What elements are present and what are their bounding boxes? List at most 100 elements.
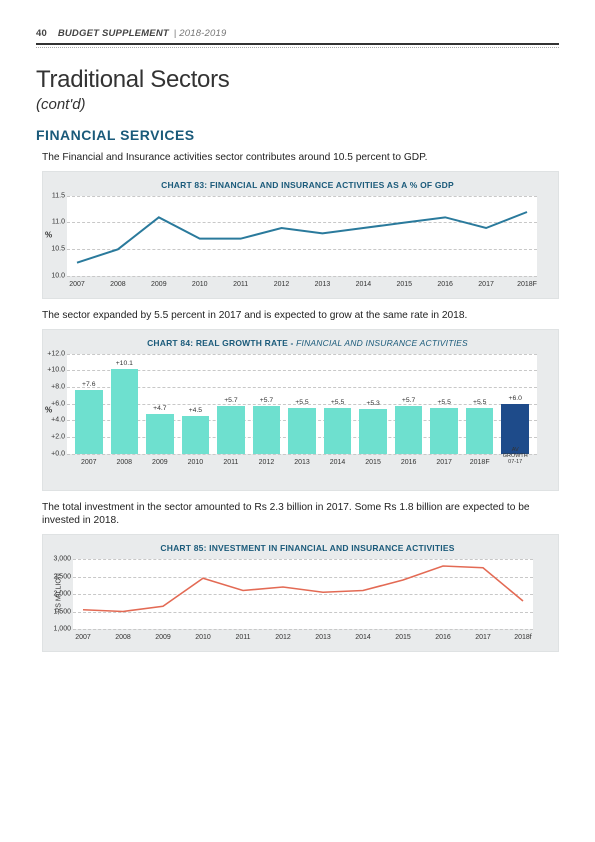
- chart-84-xtick: 2014: [330, 459, 346, 466]
- chart-84-bar-label: +6.0: [509, 395, 522, 402]
- chart-83-xtick: 2017: [478, 281, 494, 288]
- chart-85-xtick: 2015: [395, 634, 411, 641]
- chart-85-xtick: 2014: [355, 634, 371, 641]
- chart-84-bar-label: +5.5: [295, 399, 308, 406]
- chart-84-gridline: [67, 454, 537, 455]
- chart-85-ytick: 3,000: [51, 556, 71, 563]
- chart-84-bar: [501, 404, 529, 454]
- chart-85-line: [73, 559, 533, 629]
- chart-85-ytick: 2,500: [51, 573, 71, 580]
- header-rule-dotted: [36, 47, 559, 48]
- chart-83-xtick: 2015: [396, 281, 412, 288]
- chart-83-ytick: 10.5: [45, 246, 65, 253]
- chart-84-bar: [359, 409, 387, 453]
- contd-label: (cont'd): [36, 96, 559, 113]
- chart-85-xtick: 2017: [475, 634, 491, 641]
- chart-84-ytick: +0.0: [45, 450, 65, 457]
- chart-83-xtick: 2007: [69, 281, 85, 288]
- chart-84-bar-label: +4.5: [189, 407, 202, 414]
- chart-83-plot: 10.010.511.011.5200720082009201020112012…: [67, 196, 537, 276]
- chart-84-bar: [182, 416, 210, 454]
- chart-84-bar-label: +5.5: [437, 399, 450, 406]
- chart-83-line: [67, 196, 537, 276]
- chart-84-bar: [217, 406, 245, 454]
- chart-84-xtick: 2017: [436, 459, 452, 466]
- chart-84-title: CHART 84: REAL GROWTH RATE - FINANCIAL A…: [67, 338, 548, 348]
- chart-83-xtick: 2009: [151, 281, 167, 288]
- chart-83-ylabel: %: [45, 230, 52, 239]
- chart-84-xtick: 2007: [81, 459, 97, 466]
- chart-84-xtick: AVGROWTH07-17: [503, 448, 528, 465]
- chart-85-xtick: 2018f: [514, 634, 532, 641]
- chart-84-xtick: 2013: [294, 459, 310, 466]
- chart-83-title: CHART 83: FINANCIAL AND INSURANCE ACTIVI…: [67, 180, 548, 190]
- chart-84-bar-label: +7.6: [82, 381, 95, 388]
- chart-84-bar-label: +4.7: [153, 405, 166, 412]
- chart-83-xtick: 2011: [233, 281, 248, 288]
- chart-84-bar: [430, 408, 458, 454]
- chart-84-bar-label: +5.7: [402, 397, 415, 404]
- chart-83-gridline: [67, 276, 537, 277]
- chart-84-bar-label: +5.5: [331, 399, 344, 406]
- chart-84-bar-label: +5.7: [260, 397, 273, 404]
- doc-title: BUDGET SUPPLEMENT: [58, 28, 169, 39]
- chart-84-bar-label: +5.3: [366, 400, 379, 407]
- page-number: 40: [36, 28, 47, 39]
- chart-85-xtick: 2009: [155, 634, 171, 641]
- chart-85-plot: 1,0001,5002,0002,5003,000200720082009201…: [73, 559, 533, 629]
- chart-85-xtick: 2013: [315, 634, 331, 641]
- chart-84-ytick: +12.0: [45, 350, 65, 357]
- chart-84-bar-label: +5.7: [224, 397, 237, 404]
- chart-84-xtick: 2010: [188, 459, 204, 466]
- chart-85-box: CHART 85: INVESTMENT IN FINANCIAL AND IN…: [42, 534, 559, 652]
- chart-84-bar-label: +5.5: [473, 399, 486, 406]
- chart-84-bar: [395, 406, 423, 454]
- chart-84-xtick: 2018F: [470, 459, 490, 466]
- chart-84-bar: [111, 369, 139, 453]
- para-1: The Financial and Insurance activities s…: [42, 151, 559, 165]
- chart-83-xtick: 2014: [356, 281, 372, 288]
- chart-85-title: CHART 85: INVESTMENT IN FINANCIAL AND IN…: [67, 543, 548, 553]
- chart-84-bar: [466, 408, 494, 454]
- main-title: Traditional Sectors: [36, 66, 559, 94]
- chart-83-xtick: 2018F: [517, 281, 537, 288]
- header-rule-thick: [36, 43, 559, 45]
- chart-84-bar: [288, 408, 316, 454]
- chart-83-ytick: 10.0: [45, 272, 65, 279]
- doc-year: | 2018-2019: [174, 28, 227, 39]
- chart-85-ytick: 1,500: [51, 608, 71, 615]
- chart-83-ytick: 11.5: [45, 192, 65, 199]
- chart-84-ytick: +6.0: [45, 400, 65, 407]
- section-heading: FINANCIAL SERVICES: [36, 127, 559, 143]
- chart-85-gridline: [73, 629, 533, 630]
- chart-84-xtick: 2015: [365, 459, 381, 466]
- chart-84-bar: [146, 414, 174, 453]
- chart-85-xtick: 2007: [75, 634, 91, 641]
- chart-84-bar-label: +10.1: [116, 360, 133, 367]
- chart-85-xtick: 2010: [195, 634, 211, 641]
- chart-85-xtick: 2008: [115, 634, 131, 641]
- chart-84-title-sub: FINANCIAL AND INSURANCE ACTIVITIES: [296, 338, 468, 348]
- chart-84-ytick: +4.0: [45, 417, 65, 424]
- chart-83-box: CHART 83: FINANCIAL AND INSURANCE ACTIVI…: [42, 171, 559, 299]
- chart-84-xtick: 2008: [117, 459, 133, 466]
- chart-84-bar: [324, 408, 352, 454]
- chart-84-xtick: 2012: [259, 459, 275, 466]
- chart-84-ytick: +8.0: [45, 383, 65, 390]
- chart-85-xtick: 2011: [235, 634, 250, 641]
- chart-84-box: CHART 84: REAL GROWTH RATE - FINANCIAL A…: [42, 329, 559, 491]
- chart-84-gridline: [67, 354, 537, 355]
- chart-84-bar: [75, 390, 103, 453]
- chart-83-xtick: 2016: [437, 281, 453, 288]
- chart-83-xtick: 2013: [315, 281, 331, 288]
- chart-84-bar: [253, 406, 281, 454]
- chart-84-xtick: 2016: [401, 459, 417, 466]
- chart-84-title-main: CHART 84: REAL GROWTH RATE -: [147, 338, 296, 348]
- chart-84-xtick: 2009: [152, 459, 168, 466]
- para-3: The total investment in the sector amoun…: [42, 501, 559, 529]
- chart-83-xtick: 2010: [192, 281, 208, 288]
- chart-83-ytick: 11.0: [45, 219, 65, 226]
- chart-84-plot: +0.0+2.0+4.0+6.0+8.0+10.0+12.0+7.62007+1…: [67, 354, 537, 454]
- chart-84-xtick: 2011: [223, 459, 238, 466]
- para-2: The sector expanded by 5.5 percent in 20…: [42, 309, 559, 323]
